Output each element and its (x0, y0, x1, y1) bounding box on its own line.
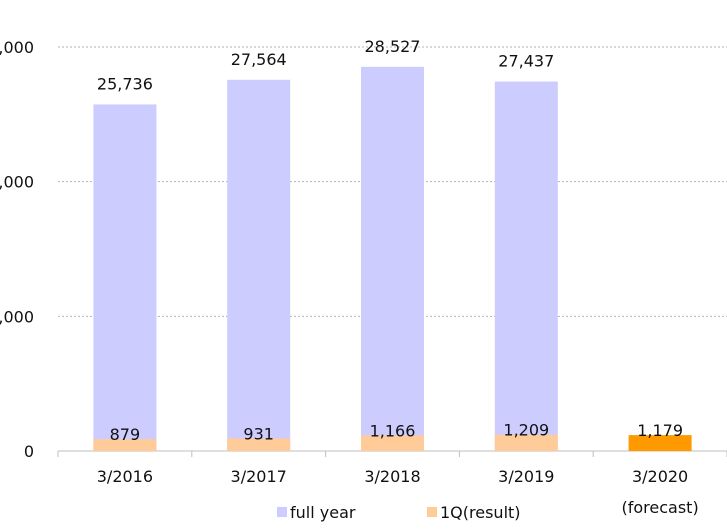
x-category-label: 3/2018 (364, 467, 420, 486)
bar-full-year (227, 79, 291, 451)
legend-1q-result-label: 1Q(result) (440, 503, 521, 522)
bar-full-year (93, 104, 157, 451)
bar-1q-result (361, 435, 424, 451)
y-tick-label: 10,000 (0, 307, 34, 326)
x-category-sublabel: (forecast) (622, 498, 699, 517)
bar-1q-result (628, 435, 692, 451)
grid-lines (58, 46, 727, 317)
bar-full-year (361, 66, 424, 452)
data-label-full-year: 25,736 (97, 74, 153, 93)
axes: 0 10,000 20,000 30,000 3/2016 3/2017 3/2018 3/2… (0, 38, 727, 517)
data-label-1q-result: 1,179 (637, 421, 683, 440)
bar-1q-result (93, 439, 157, 451)
bar-1q-result (227, 438, 291, 451)
data-label-full-year: 27,437 (498, 52, 554, 71)
bar-1q-result (494, 434, 558, 451)
x-category-label: 3/2016 (97, 467, 153, 486)
data-label-1q-result: 931 (243, 424, 274, 443)
legend-full-year-swatch (277, 507, 287, 517)
y-tick-label: 30,000 (0, 38, 34, 57)
y-tick-label: 0 (24, 442, 34, 461)
legend-1q-result-swatch (427, 507, 437, 517)
legend-full-year-label: full year (290, 503, 356, 522)
data-labels: 25,736 879 27,564 931 28,527 1,166 27,437 1,209… (97, 37, 683, 444)
bar-full-year (494, 81, 558, 451)
bars (93, 66, 692, 452)
data-label-full-year: 28,527 (365, 37, 421, 56)
data-label-1q-result: 879 (110, 425, 141, 444)
x-category-label: 3/2019 (498, 467, 554, 486)
y-tick-label: 20,000 (0, 173, 34, 192)
legend: full year 1Q(result) (277, 503, 521, 522)
x-category-label: 3/2017 (231, 467, 287, 486)
data-label-full-year: 27,564 (231, 50, 287, 69)
x-category-label: 3/2020 (632, 467, 688, 486)
data-label-1q-result: 1,166 (370, 421, 416, 440)
data-label-1q-result: 1,209 (503, 421, 549, 440)
